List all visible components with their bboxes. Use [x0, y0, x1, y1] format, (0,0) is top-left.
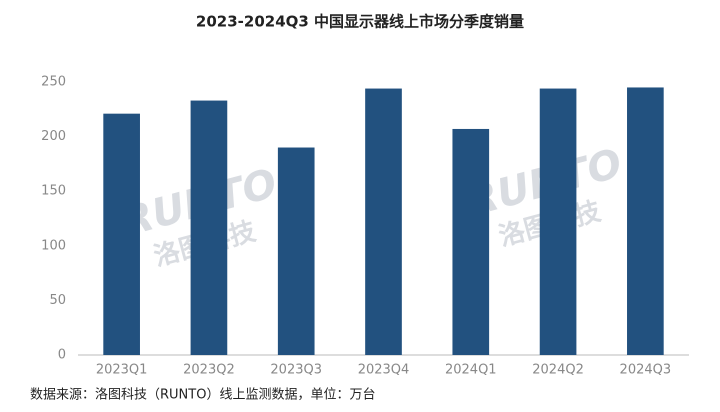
x-tick-label: 2023Q1: [96, 363, 148, 378]
y-tick-label: 150: [41, 184, 66, 199]
source-note: 数据来源：洛图科技（RUNTO）线上监测数据，单位：万台: [30, 388, 375, 403]
bar: [627, 87, 664, 356]
x-tick-label: 2024Q2: [532, 363, 584, 378]
chart-title: 2023-2024Q3 中国显示器线上市场分季度销量: [196, 13, 524, 31]
x-tick-label: 2024Q1: [445, 363, 497, 378]
x-tick-label: 2023Q4: [358, 363, 410, 378]
bar: [452, 128, 490, 355]
bar: [103, 113, 140, 355]
bar: [365, 88, 402, 355]
x-tick-label: 2023Q2: [183, 363, 235, 378]
x-tick-label: 2023Q3: [270, 363, 322, 378]
y-tick-label: 50: [49, 293, 66, 308]
bar: [277, 147, 315, 355]
y-tick-label: 100: [41, 238, 66, 253]
y-tick-label: 200: [41, 129, 66, 144]
bar: [190, 100, 228, 356]
x-tick-label: 2024Q3: [620, 363, 672, 378]
y-tick-label: 250: [41, 75, 66, 90]
bar: [539, 88, 577, 355]
y-tick-label: 0: [58, 348, 66, 363]
